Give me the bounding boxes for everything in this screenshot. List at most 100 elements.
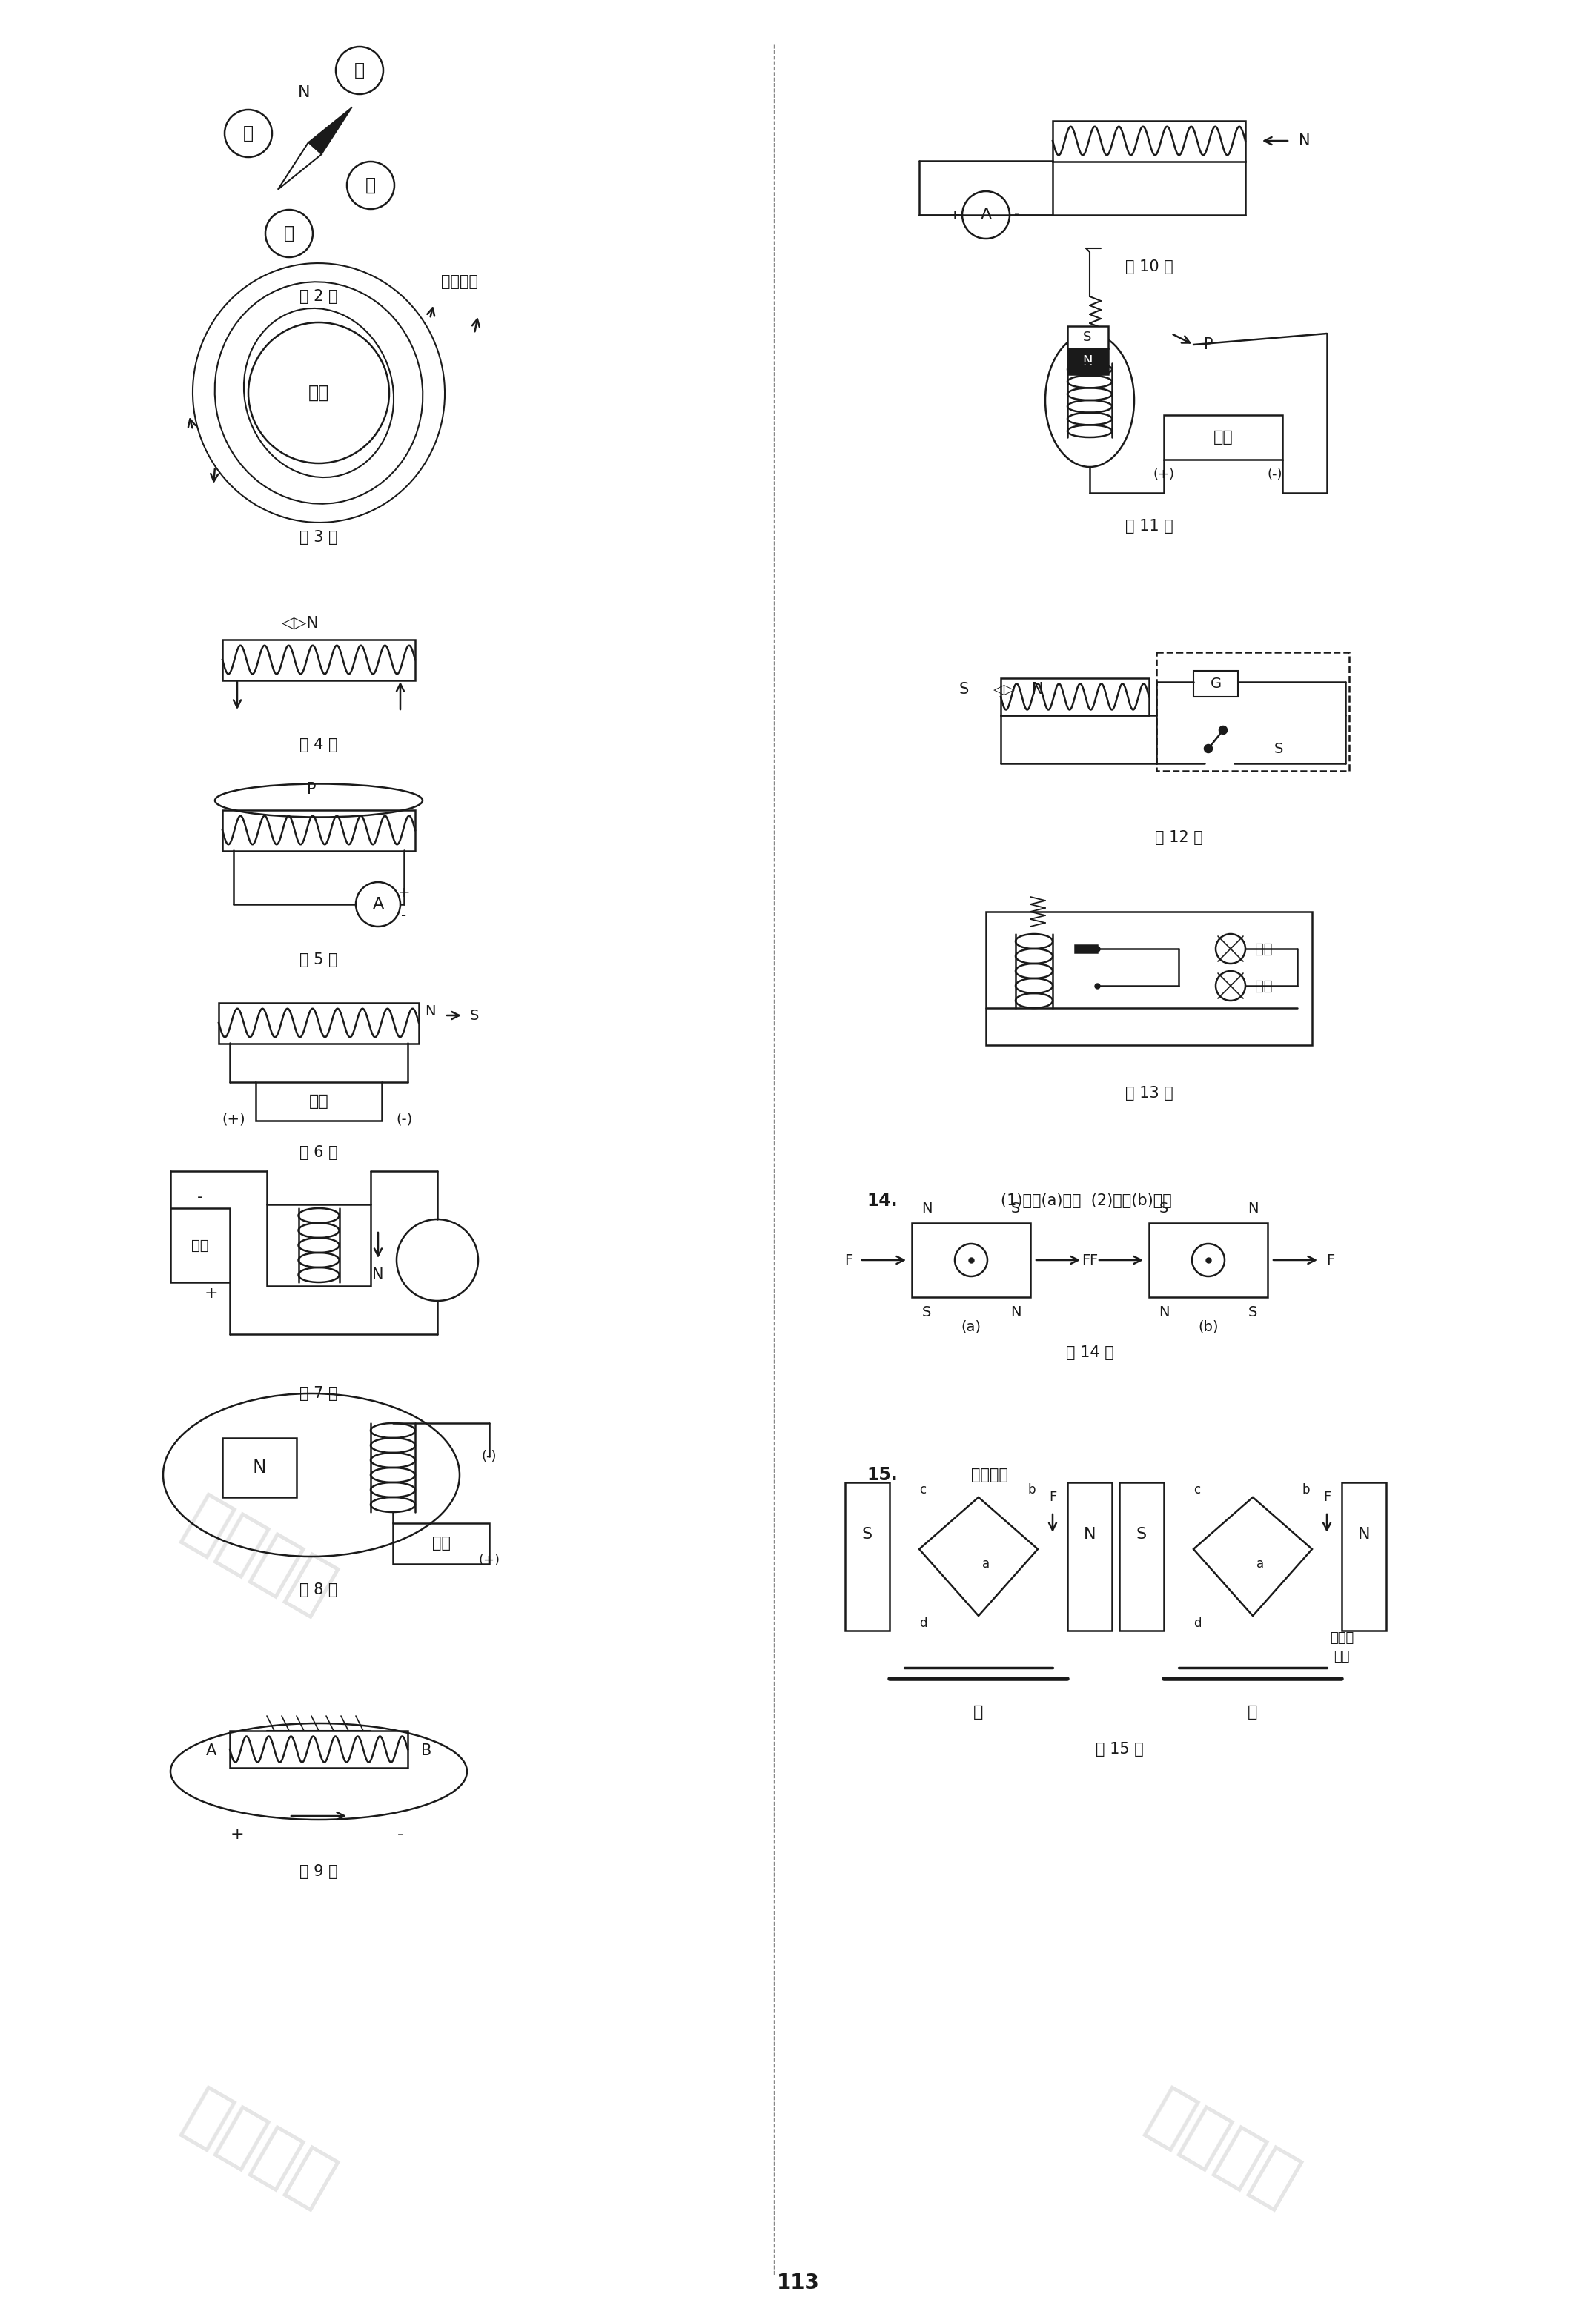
- Text: 第 15 题: 第 15 题: [1095, 1742, 1143, 1756]
- Polygon shape: [308, 107, 353, 153]
- Text: S: S: [1159, 1202, 1168, 1216]
- Text: d: d: [919, 1617, 927, 1631]
- Text: S: S: [1010, 1202, 1020, 1216]
- Text: N: N: [1010, 1304, 1021, 1320]
- Text: 第 10 题: 第 10 题: [1125, 260, 1173, 274]
- Text: 第 7 题: 第 7 题: [300, 1385, 338, 1401]
- Text: N: N: [298, 86, 310, 100]
- Text: 第 14 题: 第 14 题: [1066, 1346, 1114, 1360]
- Text: 红灯: 红灯: [1254, 979, 1272, 993]
- Text: 电刷: 电刷: [1334, 1650, 1350, 1663]
- Text: S: S: [1136, 1527, 1148, 1543]
- Text: 第 5 题: 第 5 题: [300, 954, 338, 967]
- Text: (-): (-): [1267, 469, 1283, 480]
- Text: 第 9 题: 第 9 题: [300, 1865, 338, 1879]
- Text: a: a: [1256, 1557, 1264, 1571]
- Circle shape: [1205, 745, 1211, 752]
- Text: 南: 南: [284, 225, 294, 241]
- Text: A: A: [206, 1742, 217, 1759]
- Polygon shape: [278, 142, 322, 190]
- Text: 14.: 14.: [867, 1192, 897, 1209]
- Text: (1)如图(a)所示  (2)如图(b)所示: (1)如图(a)所示 (2)如图(b)所示: [1001, 1192, 1171, 1209]
- Text: b: b: [1028, 1482, 1036, 1496]
- Text: 绹灯: 绹灯: [1254, 942, 1272, 956]
- Text: c: c: [919, 1482, 926, 1496]
- Text: N: N: [1033, 682, 1044, 696]
- Text: 换向器: 换向器: [1329, 1631, 1353, 1645]
- Text: c: c: [1194, 1482, 1200, 1496]
- Text: S: S: [959, 682, 969, 696]
- Text: +: +: [204, 1285, 219, 1302]
- Text: 第 12 题: 第 12 题: [1154, 831, 1203, 844]
- Text: 地理北极: 地理北极: [440, 274, 479, 290]
- Text: S: S: [862, 1527, 873, 1543]
- Text: 东: 东: [365, 176, 377, 195]
- Text: F: F: [844, 1253, 852, 1267]
- Text: 作业精灵: 作业精灵: [1138, 2081, 1309, 2218]
- Text: 第 3 题: 第 3 题: [300, 529, 338, 545]
- Text: (b): (b): [1199, 1320, 1218, 1334]
- FancyBboxPatch shape: [1068, 327, 1108, 348]
- Circle shape: [1219, 726, 1227, 733]
- Text: P: P: [306, 782, 316, 796]
- Text: -: -: [397, 1828, 404, 1842]
- Text: F: F: [1323, 1489, 1331, 1503]
- Text: b: b: [1302, 1482, 1310, 1496]
- Text: (+): (+): [222, 1111, 246, 1125]
- Text: N: N: [1248, 1202, 1258, 1216]
- Text: 作业精灵: 作业精灵: [174, 2081, 345, 2218]
- Text: 地球: 地球: [308, 383, 329, 401]
- Text: 甲: 甲: [974, 1705, 983, 1719]
- Text: F: F: [1088, 1253, 1098, 1267]
- Text: 北: 北: [354, 63, 365, 79]
- Text: 电源: 电源: [310, 1095, 329, 1109]
- Text: F: F: [1326, 1253, 1334, 1267]
- Text: 113: 113: [777, 2274, 819, 2292]
- Text: 如图所示: 如图所示: [970, 1469, 1009, 1482]
- Text: A: A: [372, 898, 383, 912]
- Text: (-): (-): [396, 1111, 412, 1125]
- Text: P: P: [1203, 336, 1213, 353]
- Text: A: A: [980, 206, 991, 223]
- Text: F: F: [1049, 1489, 1057, 1503]
- Text: d: d: [1194, 1617, 1202, 1631]
- Text: a: a: [982, 1557, 990, 1571]
- Text: G: G: [1210, 677, 1221, 691]
- Text: +: +: [397, 886, 410, 900]
- Text: N: N: [1358, 1527, 1369, 1543]
- Text: S: S: [1084, 329, 1092, 343]
- Text: N: N: [1084, 1527, 1096, 1543]
- Text: 电源: 电源: [1213, 429, 1234, 445]
- Text: N: N: [252, 1459, 267, 1476]
- Text: ◁▷N: ◁▷N: [281, 615, 319, 631]
- Text: 第 6 题: 第 6 题: [300, 1146, 338, 1160]
- Text: 乙: 乙: [1248, 1705, 1258, 1719]
- Text: N: N: [1082, 355, 1093, 367]
- Text: 第 2 题: 第 2 题: [300, 290, 338, 304]
- Text: 第 11 题: 第 11 题: [1125, 520, 1173, 534]
- Text: 电源: 电源: [433, 1536, 450, 1550]
- Text: 电源: 电源: [192, 1239, 209, 1253]
- Text: +: +: [230, 1828, 244, 1842]
- Text: 作业精灵: 作业精灵: [174, 1487, 345, 1624]
- Text: S: S: [1274, 742, 1283, 756]
- Text: N: N: [1299, 135, 1310, 148]
- FancyBboxPatch shape: [1074, 944, 1096, 954]
- Text: -: -: [401, 909, 407, 923]
- Text: 第 4 题: 第 4 题: [300, 738, 338, 752]
- Text: 第 8 题: 第 8 题: [300, 1582, 338, 1596]
- Text: F: F: [1082, 1253, 1090, 1267]
- Text: 第 13 题: 第 13 题: [1125, 1086, 1173, 1100]
- Text: N: N: [372, 1267, 383, 1283]
- Text: B: B: [421, 1742, 431, 1759]
- Text: 15.: 15.: [867, 1466, 897, 1485]
- Text: ◁▷: ◁▷: [993, 682, 1015, 696]
- FancyBboxPatch shape: [1068, 348, 1108, 374]
- Text: (+): (+): [479, 1554, 500, 1566]
- Text: S: S: [922, 1304, 930, 1320]
- Text: N: N: [921, 1202, 932, 1216]
- Text: 西: 西: [243, 125, 254, 142]
- Text: S: S: [469, 1009, 479, 1023]
- Text: -: -: [198, 1190, 203, 1204]
- Text: S: S: [1248, 1304, 1258, 1320]
